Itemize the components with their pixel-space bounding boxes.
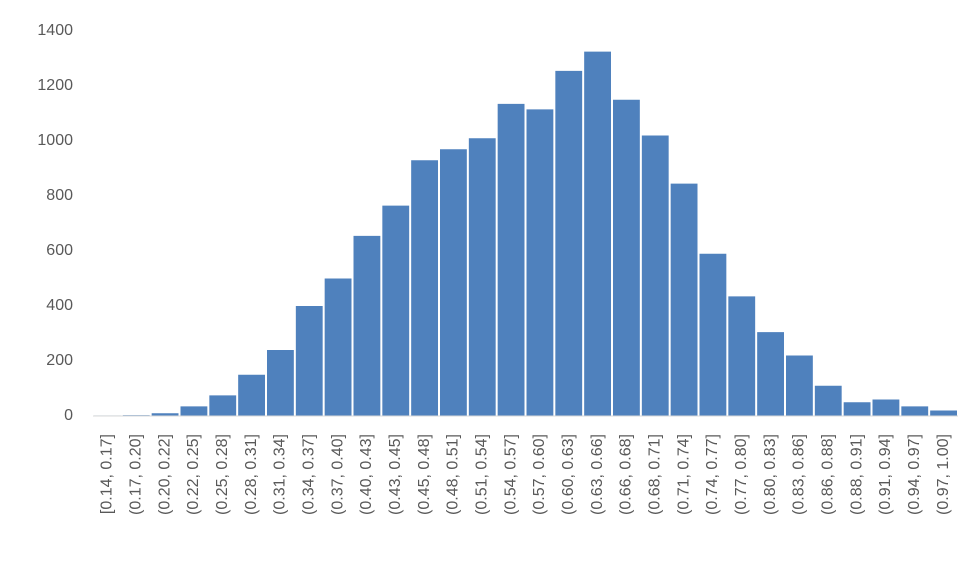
bar	[613, 99, 640, 416]
x-tick-label: (0.94, 0.97]	[906, 434, 923, 515]
x-tick-label: (0.86, 0.88]	[819, 434, 836, 515]
bar	[353, 235, 381, 416]
x-tick-label: (0.34, 0.37]	[300, 434, 317, 515]
y-tick-label: 1000	[37, 132, 73, 149]
bar	[872, 399, 900, 416]
x-tick-label: (0.40, 0.43]	[358, 434, 375, 515]
bar	[757, 332, 784, 416]
x-tick-label: (0.71, 0.74]	[675, 434, 692, 515]
x-tick-label: (0.48, 0.51]	[445, 434, 462, 515]
bar	[584, 51, 611, 416]
x-tick-label: (0.68, 0.71]	[646, 434, 663, 515]
bar	[497, 103, 525, 416]
bar	[901, 406, 929, 416]
x-tick-label: (0.37, 0.40]	[329, 434, 346, 515]
bar	[699, 253, 727, 416]
x-tick-label: (0.54, 0.57]	[502, 434, 519, 515]
x-tick-label: (0.74, 0.77]	[704, 434, 721, 515]
x-tick-label: (0.83, 0.86]	[791, 434, 808, 515]
y-tick-label: 200	[46, 352, 73, 369]
x-tick-label: (0.28, 0.31]	[243, 434, 260, 515]
x-tick-label: (0.57, 0.60]	[531, 434, 548, 515]
y-tick-label: 800	[46, 187, 73, 204]
y-tick-label: 400	[46, 297, 73, 314]
x-tick-label: (0.91, 0.94]	[877, 434, 894, 515]
y-tick-label: 0	[64, 407, 73, 424]
bar	[526, 109, 554, 416]
bar	[180, 406, 208, 416]
bar	[930, 410, 957, 416]
y-tick-label: 1400	[37, 22, 73, 39]
x-tick-label: (0.17, 0.20]	[127, 434, 144, 515]
bar	[440, 149, 467, 416]
bar	[814, 385, 842, 416]
x-tick-label: (0.66, 0.68]	[618, 434, 635, 515]
x-tick-label: (0.80, 0.83]	[762, 434, 779, 515]
y-tick-label: 600	[46, 242, 73, 259]
x-tick-label: (0.45, 0.48]	[416, 434, 433, 515]
x-tick-label: (0.97, 1.00]	[935, 434, 952, 515]
x-tick-label: (0.60, 0.63]	[560, 434, 577, 515]
bar	[555, 70, 583, 416]
bar	[786, 355, 813, 416]
bar	[267, 350, 294, 416]
bar	[641, 135, 669, 416]
y-tick-label: 1200	[37, 77, 73, 94]
x-tick-label: (0.25, 0.28]	[214, 434, 231, 515]
bar	[670, 183, 698, 416]
x-tick-label: (0.88, 0.91]	[848, 434, 865, 515]
x-tick-label: [0.14, 0.17]	[99, 434, 116, 514]
bar	[238, 374, 265, 416]
bar	[209, 395, 237, 416]
x-tick-label: (0.51, 0.54]	[473, 434, 490, 515]
bar	[151, 413, 179, 416]
bar	[468, 138, 496, 416]
x-tick-label: (0.77, 0.80]	[733, 434, 750, 515]
x-tick-label: (0.63, 0.66]	[589, 434, 606, 515]
bar	[411, 160, 438, 416]
x-tick-label: (0.31, 0.34]	[272, 434, 289, 515]
x-tick-label: (0.20, 0.22]	[156, 434, 173, 515]
bar	[728, 296, 756, 416]
bar	[843, 402, 871, 416]
bar	[324, 278, 352, 416]
bar	[382, 205, 410, 416]
bar	[295, 306, 323, 416]
x-tick-label: (0.22, 0.25]	[185, 434, 202, 515]
x-tick-label: (0.43, 0.45]	[387, 434, 404, 515]
